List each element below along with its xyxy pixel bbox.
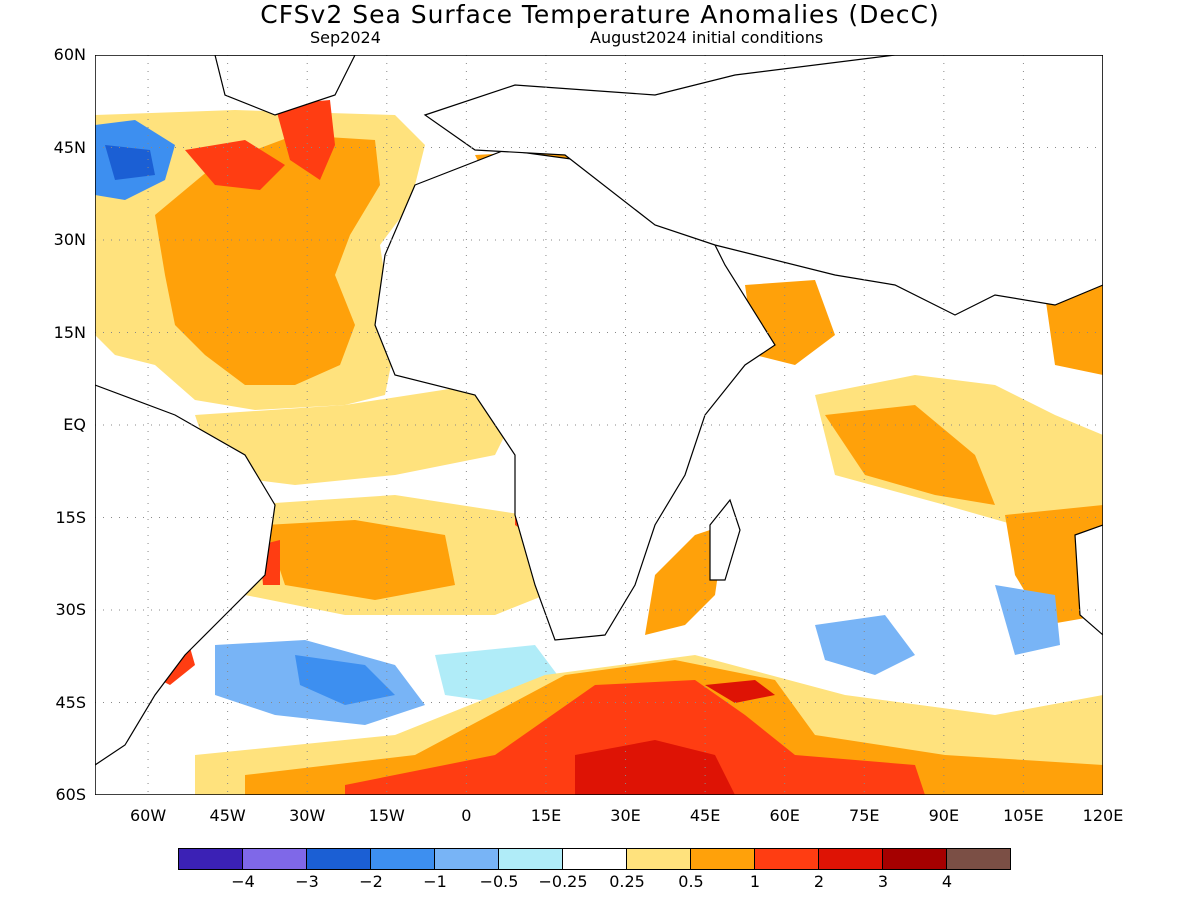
lat-tick-label: EQ	[63, 415, 86, 434]
anomaly-moderate-warm	[155, 135, 380, 385]
lon-tick-label: 30W	[289, 806, 326, 825]
colorbar-tick-label: −3	[295, 872, 319, 891]
colorbar-swatch	[946, 848, 1011, 870]
lat-tick-label: 30N	[53, 230, 86, 249]
anomaly-moderate-warm	[265, 520, 455, 600]
australia-landmass	[1074, 524, 1103, 636]
lon-tick-label: 15E	[530, 806, 562, 825]
lon-tick-label: 45W	[209, 806, 246, 825]
anomaly-strong-warm	[345, 680, 925, 795]
anomaly-moderate-warm	[825, 405, 995, 505]
lon-tick-label: 90E	[928, 806, 960, 825]
colorbar-tick-label: 3	[877, 872, 889, 891]
anomaly-very-strong-warm	[705, 680, 775, 703]
lat-tick-label: 45S	[55, 692, 86, 712]
lon-tick-label: 60W	[129, 806, 167, 825]
europe-asia-landmass	[423, 55, 1103, 316]
colorbar-tick-label: −2	[359, 872, 383, 891]
colorbar-tick-label: −1	[423, 872, 447, 891]
lon-tick-label: 120E	[1082, 806, 1124, 825]
lat-tick-label: 15S	[55, 507, 86, 527]
colorbar-tick-label: −4	[231, 872, 255, 891]
colorbar-swatch	[306, 848, 371, 870]
lat-lon-grid	[95, 55, 1103, 795]
colorbar-tick-label: 2	[813, 872, 825, 891]
colorbar-swatch	[178, 848, 243, 870]
madagascar-landmass	[709, 498, 741, 581]
continents	[95, 55, 1103, 766]
colorbar-tick-label: −0.5	[479, 872, 519, 891]
colorbar-swatch	[818, 848, 883, 870]
anomaly-weak-warm	[195, 385, 515, 485]
colorbar-swatch	[626, 848, 691, 870]
lon-tick-label: 30E	[610, 806, 641, 825]
forecast-month: Sep2024	[310, 28, 381, 47]
colorbar-swatch	[882, 848, 947, 870]
colorbar-tick-label: 0.25	[609, 872, 645, 891]
initial-conditions: August2024 initial conditions	[590, 28, 824, 47]
colorbar	[178, 848, 1011, 870]
anomaly-cool-io	[995, 585, 1060, 655]
colorbar-tick-label: 4	[941, 872, 953, 891]
colorbar-tick-label: −0.25	[538, 872, 588, 891]
lon-tick-label: 105E	[1003, 806, 1044, 825]
greenland-landmass	[214, 55, 356, 116]
lon-tick-label: 15W	[368, 806, 405, 825]
chart-title: CFSv2 Sea Surface Temperature Anomalies …	[260, 0, 940, 29]
anomaly-very-strong-warm	[575, 740, 735, 795]
anomaly-cool-sa	[295, 655, 395, 705]
colorbar-swatch	[370, 848, 435, 870]
sst-anomaly-map	[95, 55, 1103, 795]
colorbar-tick-label: 0.5	[678, 872, 704, 891]
lat-tick-label: 30S	[55, 600, 86, 619]
colorbar-swatch	[434, 848, 499, 870]
lat-tick-label: 60S	[55, 785, 86, 804]
anomaly-strong-warm	[275, 100, 335, 180]
colorbar-swatch	[498, 848, 563, 870]
lat-tick-label: 60N	[53, 45, 86, 64]
colorbar-swatch	[562, 848, 627, 870]
anomaly-moderate-warm	[1045, 285, 1103, 375]
colorbar-swatch	[242, 848, 307, 870]
south-america-landmass	[95, 384, 276, 766]
lon-tick-label: 75E	[849, 806, 880, 825]
colorbar-tick-label: 1	[749, 872, 761, 891]
lat-tick-label: 45N	[53, 137, 86, 157]
colorbar-swatch	[690, 848, 755, 870]
anomaly-cool-nw	[105, 145, 155, 180]
lon-tick-label: 0	[461, 806, 472, 825]
lon-tick-label: 45E	[689, 806, 721, 825]
lon-tick-label: 60E	[769, 806, 800, 825]
anomaly-strong-warm	[185, 140, 285, 190]
anomaly-moderate-warm	[645, 525, 725, 635]
colorbar-swatch	[754, 848, 819, 870]
lat-tick-label: 15N	[53, 322, 86, 342]
anomaly-cool-io	[815, 615, 915, 675]
